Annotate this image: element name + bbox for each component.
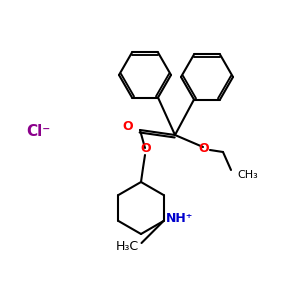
Text: Cl⁻: Cl⁻ (26, 124, 50, 140)
Text: H₃C: H₃C (116, 241, 139, 254)
Text: CH₃: CH₃ (237, 170, 258, 180)
Text: O: O (141, 142, 151, 155)
Text: O: O (123, 119, 133, 133)
Text: NH⁺: NH⁺ (166, 212, 193, 226)
Text: O: O (199, 142, 209, 154)
